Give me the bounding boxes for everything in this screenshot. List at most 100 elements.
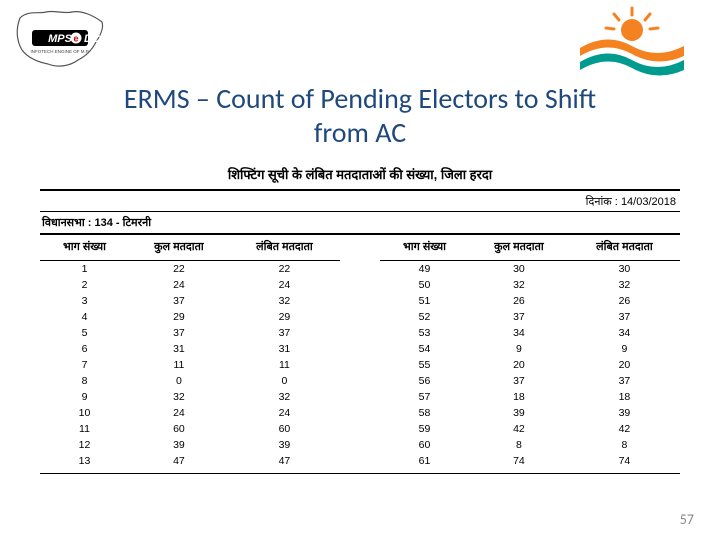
table-cell: 9 [469,341,569,357]
column-header: लंबित मतदाता [229,235,340,261]
table-cell: 24 [229,277,340,293]
table-row: 800 [40,373,340,389]
table-cell: 5 [40,325,129,341]
table-cell: 8 [469,437,569,453]
table-cell: 56 [380,373,469,389]
table-row: 63131 [40,341,340,357]
table-cell: 30 [569,261,680,278]
svg-text:INFOTECH ENGINE OF M.P.: INFOTECH ENGINE OF M.P. [31,49,90,54]
column-header: भाग संख्या [380,235,469,261]
table-row: 583939 [380,405,680,421]
table-cell: 11 [229,357,340,373]
table-cell: 24 [229,405,340,421]
table-cell: 51 [380,293,469,309]
table-cell: 42 [569,421,680,437]
table-cell: 24 [129,277,229,293]
table-row: 71111 [40,357,340,373]
table-cell: 0 [129,373,229,389]
table-cell: 26 [569,293,680,309]
table-cell: 4 [40,309,129,325]
table-row: 93232 [40,389,340,405]
table-cell: 7 [40,357,129,373]
table-cell: 49 [380,261,469,278]
right-column: भाग संख्याकुल मतदातालंबित मतदाता 4930305… [380,235,680,469]
table-cell: 53 [380,325,469,341]
svg-text:DC: DC [84,33,101,45]
table-cell: 60 [229,421,340,437]
table-cell: 20 [469,357,569,373]
table-cell: 37 [469,309,569,325]
table-cell: 47 [129,453,229,469]
table-cell: 30 [469,261,569,278]
table-cell: 74 [569,453,680,469]
svg-text:e: e [73,34,78,44]
table-row: 523737 [380,309,680,325]
mpsedc-logo: MPS e DC INFOTECH ENGINE OF M.P. [14,8,109,73]
table-cell: 37 [569,309,680,325]
table-cell: 37 [129,325,229,341]
table-cell: 50 [380,277,469,293]
svg-text:MPS: MPS [48,33,73,45]
table-cell: 32 [229,293,340,309]
table-cell: 29 [129,309,229,325]
table-row: 512626 [380,293,680,309]
table-cell: 24 [129,405,229,421]
column-header: कुल मतदाता [129,235,229,261]
table-row: 116060 [40,421,340,437]
table-cell: 39 [229,437,340,453]
table-cell: 6 [40,341,129,357]
table-cell: 47 [229,453,340,469]
date-label: दिनांक : [586,196,618,208]
table-cell: 9 [569,341,680,357]
table-cell: 18 [469,389,569,405]
table-cell: 52 [380,309,469,325]
table-cell: 39 [569,405,680,421]
table-cell: 37 [469,373,569,389]
column-header: लंबित मतदाता [569,235,680,261]
date-value: 14/03/2018 [621,196,676,208]
column-header: भाग संख्या [40,235,129,261]
table-row: 22424 [40,277,340,293]
table-row: 552020 [380,357,680,373]
table-row: 12222 [40,261,340,278]
table-row: 53737 [40,325,340,341]
page-title: ERMS – Count of Pending Electors to Shif… [0,82,720,149]
table-row: 123939 [40,437,340,453]
table-cell: 58 [380,405,469,421]
table-cell: 8 [569,437,680,453]
table-cell: 32 [229,389,340,405]
report-heading: शिफ्टिंग सूची के लंबित मतदाताओं की संख्य… [40,165,680,183]
right-table: भाग संख्याकुल मतदातालंबित मतदाता 4930305… [380,235,680,469]
table-cell: 11 [40,421,129,437]
left-column: भाग संख्याकुल मतदातालंबित मतदाता 1222222… [40,235,340,469]
table-row: 42929 [40,309,340,325]
table-cell: 2 [40,277,129,293]
table-cell: 18 [569,389,680,405]
table-row: 33732 [40,293,340,309]
table-cell: 34 [569,325,680,341]
table-row: 594242 [380,421,680,437]
table-row: 617474 [380,453,680,469]
table-cell: 0 [229,373,340,389]
ac-line: विधानसभा : 134 - टिमरनी [40,211,680,235]
table-cell: 13 [40,453,129,469]
sunrise-logo-icon [572,2,692,82]
ac-value: 134 - टिमरनी [94,217,151,229]
title-line2: from AC [314,115,406,150]
table-cell: 29 [229,309,340,325]
table-cell: 22 [229,261,340,278]
table-row: 6088 [380,437,680,453]
table-row: 503232 [380,277,680,293]
table-cell: 31 [229,341,340,357]
table-row: 571818 [380,389,680,405]
table-row: 493030 [380,261,680,278]
table-cell: 60 [129,421,229,437]
table-cell: 61 [380,453,469,469]
table-cell: 42 [469,421,569,437]
table-cell: 39 [129,437,229,453]
table-cell: 8 [40,373,129,389]
table-cell: 32 [469,277,569,293]
table-row: 5499 [380,341,680,357]
table-cell: 12 [40,437,129,453]
table-cell: 39 [469,405,569,421]
